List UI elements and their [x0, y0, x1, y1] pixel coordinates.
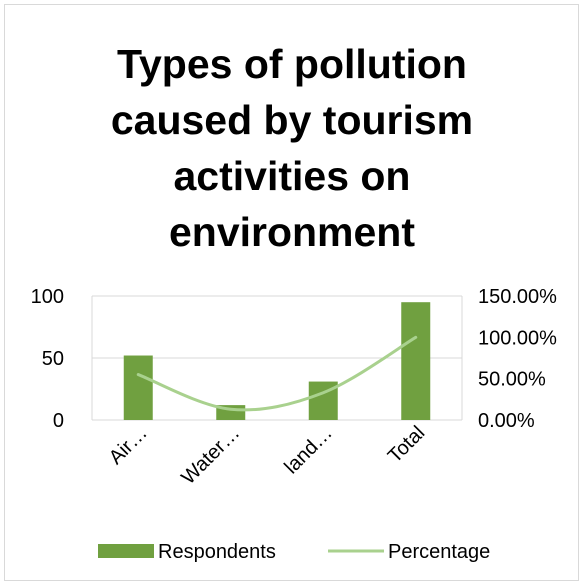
chart-frame: [4, 4, 579, 581]
x-tick-label: Air…: [105, 422, 152, 469]
bar-layer: [123, 302, 431, 420]
legend-swatch-respondents: [98, 544, 154, 558]
y-right-tick-label: 150.00%: [478, 286, 557, 308]
legend-label-percentage: Percentage: [388, 541, 490, 563]
chart-title: Types of pollution caused by tourism act…: [0, 36, 584, 260]
line-layer: [136, 335, 418, 412]
percentage-line: [136, 335, 418, 412]
legend-label-respondents: Respondents: [158, 541, 276, 563]
x-axis: Air… Water… land… Total: [105, 422, 429, 489]
grid-layer: [91, 295, 463, 421]
x-tick-label: Water…: [177, 422, 244, 489]
y-right-tick-label: 100.00%: [478, 327, 557, 349]
chart-title-line: activities on: [173, 153, 411, 199]
chart-title-line: caused by tourism: [110, 97, 474, 143]
y-left-tick-label: 50: [42, 348, 64, 370]
chart-title-line: Types of pollution: [117, 41, 467, 87]
y-right-tick-label: 50.00%: [478, 369, 546, 391]
y-left-tick-label: 100: [31, 286, 64, 308]
y-right-tick-label: 0.00%: [478, 410, 535, 432]
bar: [123, 355, 153, 420]
y-left-tick-label: 0: [53, 410, 64, 432]
bar: [401, 302, 431, 420]
x-tick-label: Total: [384, 422, 429, 467]
chart-title-line: environment: [168, 209, 416, 255]
right-axis: 0.00% 50.00% 100.00% 150.00%: [478, 286, 557, 432]
x-tick-label: land…: [280, 422, 336, 478]
legend: Respondents Percentage: [98, 541, 490, 563]
left-axis: 0 50 100: [31, 286, 64, 432]
